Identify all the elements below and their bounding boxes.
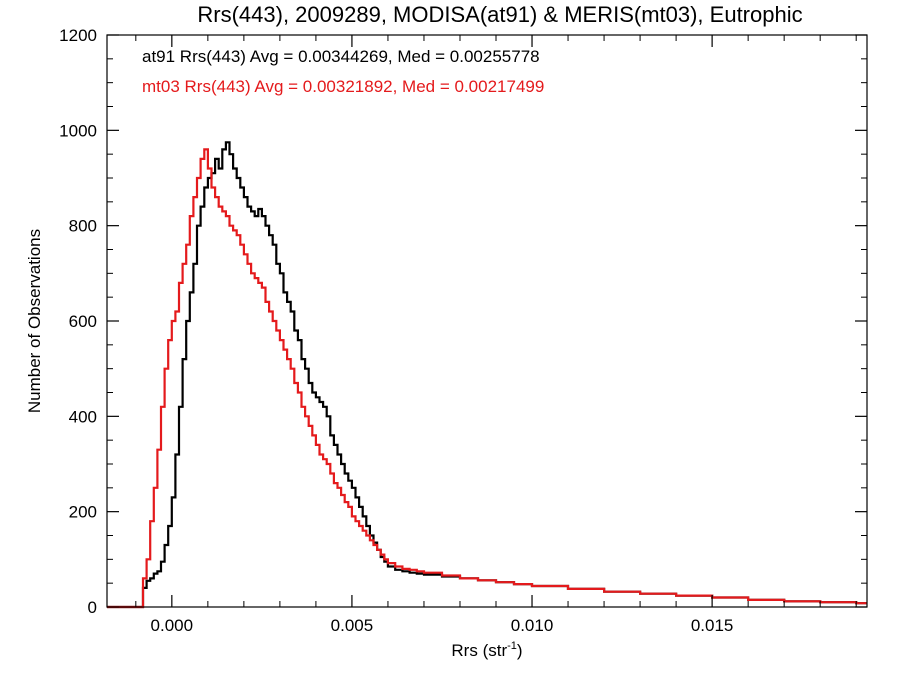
y-tick-label: 600 [69, 312, 97, 331]
x-tick-label: 0.015 [691, 616, 734, 635]
x-axis-label-superscript: -1 [507, 640, 517, 652]
y-tick-label: 1200 [59, 26, 97, 45]
annotation-mt03: mt03 Rrs(443) Avg = 0.00321892, Med = 0.… [142, 77, 544, 96]
y-tick-label: 1000 [59, 121, 97, 140]
y-tick-label: 200 [69, 503, 97, 522]
x-axis-label-text: Rrs (str [451, 641, 507, 660]
plot-frame [106, 34, 868, 608]
x-tick-label: 0.010 [511, 616, 554, 635]
annotation-at91: at91 Rrs(443) Avg = 0.00344269, Med = 0.… [142, 47, 540, 66]
x-tick-label: 0.000 [151, 616, 194, 635]
x-tick-label: 0.005 [331, 616, 374, 635]
x-axis-label-end: ) [517, 641, 523, 660]
y-tick-label: 800 [69, 217, 97, 236]
plot-area [106, 34, 868, 609]
x-axis-label: Rrs (str-1) [451, 640, 522, 660]
series-line-1 [107, 148, 867, 609]
series-group [107, 141, 867, 609]
series-line-0 [107, 141, 867, 609]
x-axis: 0.000 0.005 0.010 0.015 [135, 35, 857, 635]
chart-title: Rrs(443), 2009289, MODISA(at91) & MERIS(… [197, 2, 802, 27]
y-tick-label: 400 [69, 407, 97, 426]
y-axis: 0 200 400 600 800 1000 1200 [59, 26, 867, 617]
y-tick-label: 0 [88, 598, 97, 617]
y-axis-label: Number of Observations [25, 229, 44, 413]
